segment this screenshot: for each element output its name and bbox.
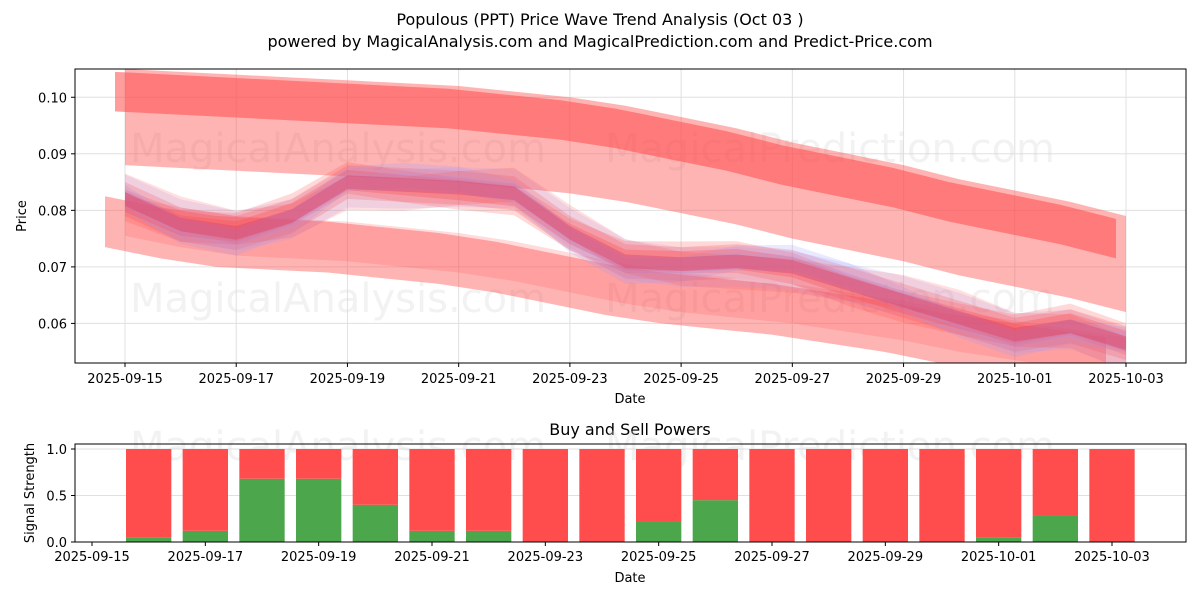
buy-bar	[352, 504, 398, 542]
sell-bar	[806, 449, 852, 542]
y-tick-label: 0.08	[38, 204, 67, 219]
x-tick-label: 2025-09-23	[508, 550, 584, 565]
price-y-ticks: 0.06 0.07 0.08 0.09 0.10	[38, 91, 75, 332]
x-tick-label: 2025-09-23	[532, 372, 608, 387]
x-tick-label: 2025-09-21	[421, 372, 497, 387]
price-wave-band	[125, 167, 1126, 363]
sell-bar	[1089, 449, 1135, 542]
buy-bar	[296, 478, 342, 542]
sell-bar	[1032, 449, 1078, 516]
signal-panel-title: Buy and Sell Powers	[549, 420, 711, 439]
price-bands	[105, 69, 1126, 363]
buy-bar	[636, 521, 682, 542]
x-tick-label: 2025-10-03	[1088, 372, 1164, 387]
x-tick-label: 2025-09-27	[734, 550, 810, 565]
price-y-axis-label: Price	[15, 200, 30, 232]
sell-bar	[239, 449, 285, 479]
watermark: MagicalAnalysis.com	[130, 276, 546, 322]
price-wave-band	[125, 173, 1126, 352]
price-wave-band	[125, 169, 1126, 352]
x-tick-label: 2025-09-17	[168, 550, 244, 565]
x-tick-label: 2025-09-25	[643, 372, 719, 387]
sell-bar	[126, 449, 172, 538]
y-tick-label: 0.07	[38, 261, 67, 276]
lower-trend-band	[105, 196, 1106, 363]
x-tick-label: 2025-10-01	[961, 550, 1037, 565]
buy-bar	[976, 537, 1022, 542]
x-tick-label: 2025-10-01	[977, 372, 1053, 387]
chart-title: Populous (PPT) Price Wave Trend Analysis…	[396, 10, 803, 29]
signal-y-axis-label: Signal Strength	[23, 443, 38, 543]
x-tick-label: 2025-09-17	[198, 372, 274, 387]
signal-x-ticks: 2025-09-15 2025-09-17 2025-09-19 2025-09-21…	[54, 542, 1150, 565]
buy-bar	[239, 478, 285, 542]
signal-panel: Buy and Sell Powers MagicalAnalysis.com …	[23, 420, 1187, 586]
x-tick-label: 2025-09-19	[281, 550, 357, 565]
signal-y-ticks: 0.0 0.5 1.0	[46, 443, 75, 551]
sell-bar	[182, 449, 228, 531]
chart-subtitle: powered by MagicalAnalysis.com and Magic…	[267, 32, 932, 51]
sell-bar	[749, 449, 795, 542]
buy-bar	[126, 537, 172, 542]
sell-bar	[296, 449, 342, 479]
upper-trend-band-wide	[125, 69, 1126, 313]
y-tick-label: 0.0	[46, 536, 67, 551]
price-wave-band	[125, 175, 1126, 350]
x-tick-label: 2025-10-03	[1074, 550, 1150, 565]
x-tick-label: 2025-09-29	[866, 372, 942, 387]
price-x-ticks: 2025-09-15 2025-09-17 2025-09-19 2025-09-21…	[87, 363, 1164, 387]
y-tick-label: 0.5	[46, 490, 67, 505]
watermark: MagicalAnalysis.com	[130, 126, 546, 172]
sell-bar	[466, 449, 512, 531]
y-tick-label: 0.06	[38, 317, 67, 332]
sell-bar	[522, 449, 568, 542]
price-x-axis-label: Date	[614, 392, 645, 407]
signal-bars	[126, 449, 1135, 542]
sell-bar	[862, 449, 908, 542]
sell-bar	[976, 449, 1022, 538]
x-tick-label: 2025-09-15	[54, 550, 130, 565]
sell-bar	[409, 449, 455, 531]
signal-x-axis-label: Date	[614, 571, 645, 586]
buy-bar	[182, 530, 228, 542]
y-tick-label: 0.10	[38, 91, 67, 106]
buy-bar	[409, 530, 455, 542]
x-tick-label: 2025-09-25	[621, 550, 697, 565]
buy-bar	[466, 530, 512, 542]
price-axes-frame	[74, 68, 1187, 364]
sell-bar	[919, 449, 965, 542]
price-panel: MagicalAnalysis.com MagicalPrediction.co…	[15, 68, 1187, 407]
buy-bar	[1032, 515, 1078, 542]
y-tick-label: 0.09	[38, 148, 67, 163]
sell-bar	[579, 449, 625, 542]
lower-trend-band-inner	[125, 196, 1126, 363]
x-tick-label: 2025-09-29	[848, 550, 924, 565]
signal-axes-frame	[74, 443, 1187, 543]
price-wave-band	[125, 165, 1126, 361]
buy-bar	[692, 500, 738, 542]
sell-bar	[352, 449, 398, 505]
y-tick-label: 1.0	[46, 443, 67, 458]
price-wave-band	[125, 162, 1126, 358]
upper-trend-band	[115, 71, 1116, 259]
sell-bar	[636, 449, 682, 522]
price-wave-band	[125, 167, 1126, 363]
price-wave-band	[125, 161, 1126, 355]
x-tick-label: 2025-09-19	[310, 372, 386, 387]
watermark: MagicalPrediction.com	[605, 276, 1055, 322]
x-tick-label: 2025-09-27	[755, 372, 831, 387]
sell-bar	[692, 449, 738, 501]
x-tick-label: 2025-09-15	[87, 372, 163, 387]
x-tick-label: 2025-09-21	[394, 550, 470, 565]
